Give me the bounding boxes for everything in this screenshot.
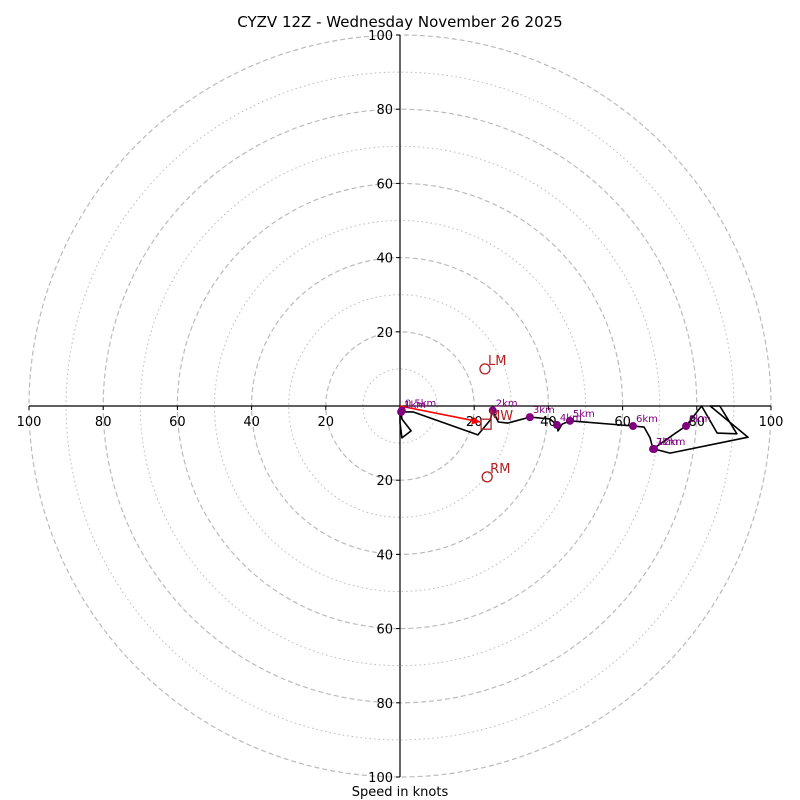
y-tick-label: 20 [376,474,393,489]
height-marker-label: 8km [689,414,711,425]
y-tick-label: 80 [376,697,393,712]
x-axis-label: Speed in knots [352,785,449,800]
height-marker-label: 12km [657,437,685,448]
shear-vector-layer [399,405,481,425]
height-marker-label: 5km [573,409,595,420]
y-tick-label: 60 [376,177,393,192]
height-markers-layer: 0.5km1km2km3km4km5km6km7km8km12km [397,398,711,454]
height-marker-label: 7km [656,437,678,448]
x-tick-label: 80 [95,415,112,430]
x-tick-label: 100 [759,415,784,430]
height-marker-dot [628,422,637,431]
x-tick-label: 100 [17,415,42,430]
height-marker-dot [397,407,406,416]
height-marker-dot [682,422,691,431]
chart-title: CYZV 12Z - Wednesday November 26 2025 [237,13,562,31]
height-marker-dot [565,416,574,425]
shear-vector-arrowhead [471,416,481,425]
storm-motion-marker-circle [479,363,491,375]
storm-motions-layer: LM RM MW [479,354,513,483]
storm-motion-label: RM [490,462,510,477]
x-tick-label: 20 [318,415,335,430]
storm-motion-marker-circle [481,471,493,483]
y-tick-label: 80 [376,103,393,118]
x-tick-label: 60 [614,415,631,430]
y-tick-label: 100 [368,29,393,44]
x-tick-label: 60 [169,415,186,430]
storm-motion-label: MW [489,409,513,424]
height-marker-label: 0.5km [405,398,436,409]
height-marker-label: 1km [404,400,426,411]
y-tick-label: 20 [376,326,393,341]
y-tick-label: 100 [368,771,393,786]
height-marker-label: 2km [496,398,518,409]
storm-motion-label: LM [488,354,506,369]
height-marker-dot [650,445,659,454]
storm-motion-marker-square [480,418,492,430]
y-tick-label: 40 [376,548,393,563]
height-marker-dot [552,420,561,429]
height-marker-dot [525,413,534,422]
y-tick-label: 60 [376,623,393,638]
shear-vector-line [399,405,481,423]
x-tick-label: 40 [243,415,260,430]
height-marker-dot [488,406,497,415]
y-tick-label: 40 [376,252,393,267]
height-marker-label: 6km [636,414,658,425]
height-marker-label: 3km [533,405,555,416]
